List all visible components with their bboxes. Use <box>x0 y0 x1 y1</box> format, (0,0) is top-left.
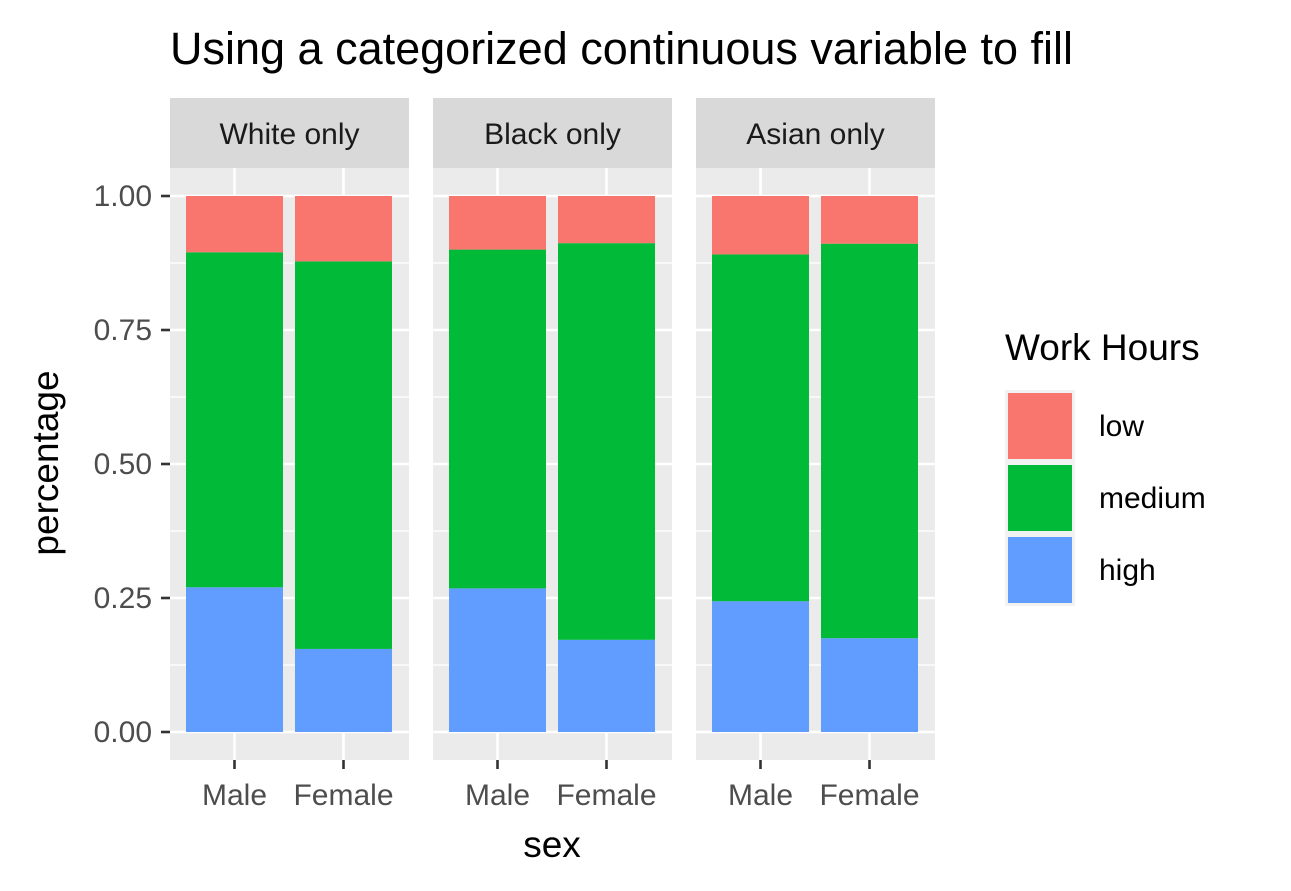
bar-segment-high <box>821 638 918 732</box>
x-tick-label: Male <box>202 779 267 812</box>
facet-panel: White only Male Female <box>170 98 409 812</box>
facet-strip <box>170 98 409 168</box>
bar-segment-high <box>186 587 283 732</box>
legend-label: medium <box>1099 482 1206 515</box>
legend-label: low <box>1099 410 1144 443</box>
bar-segment-low <box>449 196 546 250</box>
legend-label: high <box>1099 554 1156 587</box>
bar-segment-high <box>449 588 546 732</box>
x-tick-label: Female <box>293 779 393 812</box>
bar-segment-low <box>186 196 283 253</box>
bar-segment-high <box>712 601 809 732</box>
legend-title: Work Hours <box>1005 327 1200 368</box>
y-tick-label: 0.75 <box>94 314 152 347</box>
x-tick-label: Male <box>465 779 530 812</box>
bar-segment-medium <box>821 243 918 639</box>
legend-key-high <box>1008 537 1072 603</box>
bar-segment-high <box>295 648 392 732</box>
chart-title: Using a categorized continuous variable … <box>170 23 1073 74</box>
bar-segment-medium <box>558 243 655 640</box>
bar-segment-low <box>295 196 392 262</box>
x-tick-label: Female <box>556 779 656 812</box>
legend: Work Hours low medium high <box>1005 327 1206 606</box>
y-tick-label: 1.00 <box>94 180 152 213</box>
bar-segment-high <box>558 639 655 732</box>
y-tick-label: 0.50 <box>94 448 152 481</box>
bar-segment-medium <box>186 252 283 588</box>
y-axis: 0.00 0.25 0.50 0.75 1.00 <box>94 180 170 749</box>
y-axis-title: percentage <box>25 370 66 555</box>
facet-strip <box>696 98 935 168</box>
facet-strip-label: Black only <box>484 118 621 151</box>
facet-panel: Black only Male Female <box>433 98 672 812</box>
bar-segment-medium <box>712 254 809 602</box>
x-tick-label: Female <box>819 779 919 812</box>
legend-key-low <box>1008 393 1072 459</box>
y-tick-label: 0.25 <box>94 582 152 615</box>
bar-segment-low <box>821 196 918 244</box>
y-tick-label: 0.00 <box>94 716 152 749</box>
legend-key-medium <box>1008 465 1072 531</box>
bar-segment-medium <box>295 261 392 649</box>
bar-segment-low <box>558 196 655 244</box>
facet-strip-label: Asian only <box>746 118 884 151</box>
bar-segment-low <box>712 196 809 255</box>
facet-panels: White only Male Female Black only Male Female… <box>170 98 935 812</box>
x-axis-title: sex <box>523 824 581 865</box>
facet-panel: Asian only Male Female <box>696 98 935 812</box>
facet-strip-label: White only <box>219 118 359 151</box>
x-tick-label: Male <box>728 779 793 812</box>
facet-strip <box>433 98 672 168</box>
bar-segment-medium <box>449 249 546 589</box>
